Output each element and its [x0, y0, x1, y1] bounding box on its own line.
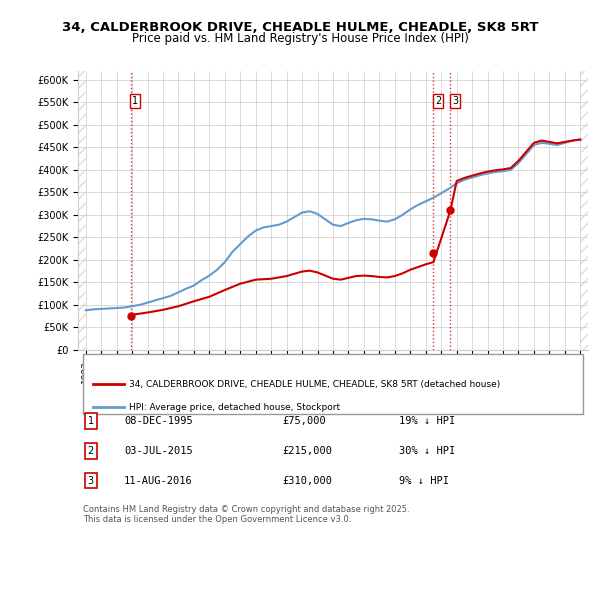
Text: 2: 2 [88, 445, 94, 455]
Text: 1: 1 [133, 96, 139, 106]
Text: 3: 3 [88, 476, 94, 486]
Text: 30% ↓ HPI: 30% ↓ HPI [400, 445, 455, 455]
Text: 19% ↓ HPI: 19% ↓ HPI [400, 416, 455, 426]
Text: 08-DEC-1995: 08-DEC-1995 [124, 416, 193, 426]
Text: 34, CALDERBROOK DRIVE, CHEADLE HULME, CHEADLE, SK8 5RT: 34, CALDERBROOK DRIVE, CHEADLE HULME, CH… [62, 21, 538, 34]
Text: 2: 2 [435, 96, 441, 106]
Text: 11-AUG-2016: 11-AUG-2016 [124, 476, 193, 486]
Text: £215,000: £215,000 [282, 445, 332, 455]
Text: 03-JUL-2015: 03-JUL-2015 [124, 445, 193, 455]
FancyBboxPatch shape [83, 354, 583, 414]
Text: Price paid vs. HM Land Registry's House Price Index (HPI): Price paid vs. HM Land Registry's House … [131, 32, 469, 45]
Text: £310,000: £310,000 [282, 476, 332, 486]
Text: 1: 1 [88, 416, 94, 426]
Text: HPI: Average price, detached house, Stockport: HPI: Average price, detached house, Stoc… [129, 403, 340, 412]
Text: £75,000: £75,000 [282, 416, 326, 426]
Text: 3: 3 [452, 96, 458, 106]
Text: 34, CALDERBROOK DRIVE, CHEADLE HULME, CHEADLE, SK8 5RT (detached house): 34, CALDERBROOK DRIVE, CHEADLE HULME, CH… [129, 380, 500, 389]
Text: 9% ↓ HPI: 9% ↓ HPI [400, 476, 449, 486]
Text: Contains HM Land Registry data © Crown copyright and database right 2025.
This d: Contains HM Land Registry data © Crown c… [83, 505, 410, 525]
